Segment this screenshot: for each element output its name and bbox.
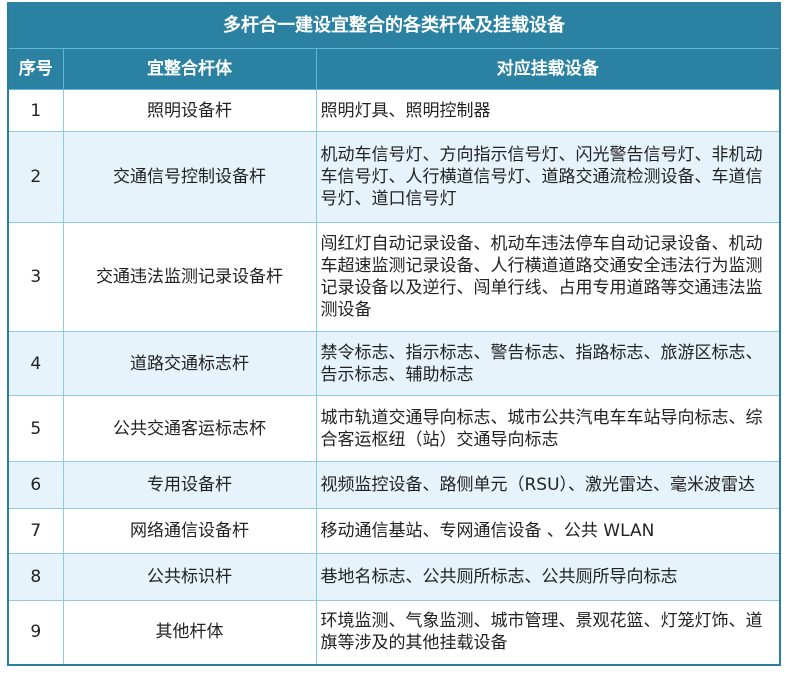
header-pole: 宜整合杆体 — [62, 48, 317, 90]
row-devices: 机动车信号灯、方向指示信号灯、闪光警告信号灯、非机动车信号灯、人行横道信号灯、道… — [315, 131, 781, 223]
table-row: 3 交通违法监测记录设备杆 闯红灯自动记录设备、机动车违法停车自动记录设备、机动… — [7, 222, 781, 332]
row-no: 6 — [7, 461, 64, 509]
row-pole: 照明设备杆 — [62, 89, 317, 132]
table-row: 6 专用设备杆 视频监控设备、路侧单元（RSU）、激光雷达、毫米波雷达 — [7, 461, 781, 509]
table-row: 2 交通信号控制设备杆 机动车信号灯、方向指示信号灯、闪光警告信号灯、非机动车信… — [7, 131, 781, 223]
row-no: 8 — [7, 553, 64, 601]
pole-equipment-table: 多杆合一建设宜整合的各类杆体及挂载设备 序号 宜整合杆体 对应挂载设备 1 照明… — [7, 2, 781, 666]
row-no: 7 — [7, 508, 64, 554]
row-devices: 照明灯具、照明控制器 — [315, 89, 781, 132]
row-devices: 视频监控设备、路侧单元（RSU）、激光雷达、毫米波雷达 — [315, 461, 781, 509]
row-no: 9 — [7, 600, 64, 665]
row-pole: 其他杆体 — [62, 600, 317, 665]
row-no: 1 — [7, 89, 64, 132]
row-no: 3 — [7, 222, 64, 332]
row-pole: 公共标识杆 — [62, 553, 317, 601]
row-no: 5 — [7, 395, 64, 462]
table-row: 7 网络通信设备杆 移动通信基站、专网通信设备 、公共 WLAN — [7, 508, 781, 554]
row-no: 2 — [7, 131, 64, 223]
row-devices: 闯红灯自动记录设备、机动车违法停车自动记录设备、机动车超速监测记录设备、人行横道… — [315, 222, 781, 332]
row-no: 4 — [7, 331, 64, 396]
table-row: 1 照明设备杆 照明灯具、照明控制器 — [7, 89, 781, 132]
table-row: 8 公共标识杆 巷地名标志、公共厕所标志、公共厕所导向标志 — [7, 553, 781, 601]
table-title: 多杆合一建设宜整合的各类杆体及挂载设备 — [7, 2, 781, 49]
table-row: 5 公共交通客运标志杯 城市轨道交通导向标志、城市公共汽电车车站导向标志、综合客… — [7, 395, 781, 462]
row-pole: 交通违法监测记录设备杆 — [62, 222, 317, 332]
header-no: 序号 — [7, 48, 64, 90]
row-pole: 公共交通客运标志杯 — [62, 395, 317, 462]
row-devices: 环境监测、气象监测、城市管理、景观花篮、灯笼灯饰、道旗等涉及的其他挂载设备 — [315, 600, 781, 665]
table-row: 4 道路交通标志杆 禁令标志、指示标志、警告标志、指路标志、旅游区标志、告示标志… — [7, 331, 781, 396]
row-devices: 移动通信基站、专网通信设备 、公共 WLAN — [315, 508, 781, 554]
row-devices: 城市轨道交通导向标志、城市公共汽电车车站导向标志、综合客运枢纽（站）交通导向标志 — [315, 395, 781, 462]
row-pole: 交通信号控制设备杆 — [62, 131, 317, 223]
row-pole: 网络通信设备杆 — [62, 508, 317, 554]
row-devices: 巷地名标志、公共厕所标志、公共厕所导向标志 — [315, 553, 781, 601]
row-pole: 道路交通标志杆 — [62, 331, 317, 396]
header-devices: 对应挂载设备 — [315, 48, 781, 90]
table-row: 9 其他杆体 环境监测、气象监测、城市管理、景观花篮、灯笼灯饰、道旗等涉及的其他… — [7, 600, 781, 665]
row-devices: 禁令标志、指示标志、警告标志、指路标志、旅游区标志、告示标志、辅助标志 — [315, 331, 781, 396]
row-pole: 专用设备杆 — [62, 461, 317, 509]
